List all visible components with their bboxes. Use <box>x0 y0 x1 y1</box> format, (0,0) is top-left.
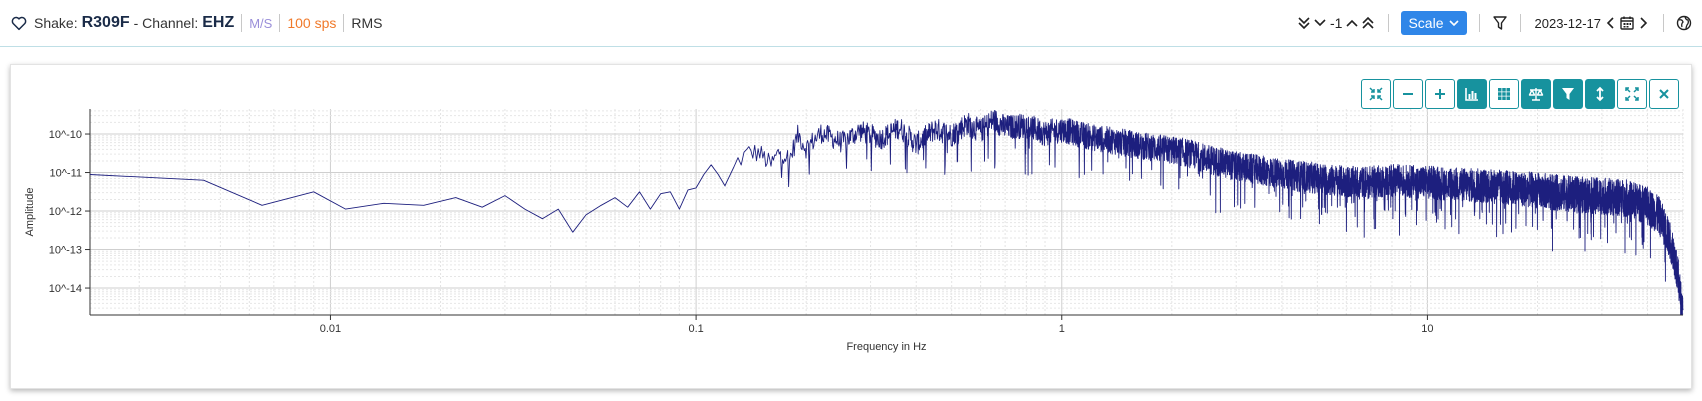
calendar-icon[interactable] <box>1619 15 1635 31</box>
divider <box>1388 14 1390 32</box>
vertical-arrows-icon <box>1596 86 1604 102</box>
spectrum-line <box>89 109 1684 315</box>
scale-label: Scale <box>1408 15 1444 31</box>
collapse-icon <box>1369 87 1383 101</box>
station-info: Shake: R309F - Channel: EHZ M/S 100 sps … <box>10 14 383 32</box>
top-bar: Shake: R309F - Channel: EHZ M/S 100 sps … <box>0 0 1702 47</box>
chevron-left-icon[interactable] <box>1603 15 1619 31</box>
chart-grid <box>90 109 1684 316</box>
x-tick-label: 1 <box>1059 323 1065 335</box>
chevron-down-icon[interactable] <box>1312 15 1328 31</box>
double-chevron-up-icon[interactable] <box>1360 15 1376 31</box>
y-tick-label: 10^-14 <box>49 283 82 295</box>
divider <box>279 14 281 32</box>
balance-icon <box>1528 88 1544 101</box>
chart-axes <box>85 109 1683 320</box>
y-tick-label: 10^-12 <box>49 206 82 218</box>
chevron-down-icon <box>1448 20 1459 27</box>
spectrum-chart[interactable]: 0.01 0.1 1 10 10^-10 10^-11 10^-12 10^-13 10^-14… <box>11 65 1693 390</box>
grid-icon <box>1498 88 1510 100</box>
grid-button[interactable] <box>1489 79 1519 109</box>
shake-label: Shake: <box>34 15 78 31</box>
y-tick-label: 10^-10 <box>49 129 82 141</box>
expand-button[interactable] <box>1617 79 1647 109</box>
divider <box>241 14 243 32</box>
vertical-scale-button[interactable] <box>1585 79 1615 109</box>
balance-button[interactable] <box>1521 79 1551 109</box>
collapse-button[interactable] <box>1361 79 1391 109</box>
filter-button[interactable] <box>1553 79 1583 109</box>
zoom-out-button[interactable] <box>1393 79 1423 109</box>
spectrum-chart-icon <box>1465 88 1478 101</box>
scale-dropdown-button[interactable]: Scale <box>1401 11 1467 35</box>
zoom-in-button[interactable] <box>1425 79 1455 109</box>
divider <box>1478 14 1480 32</box>
globe-icon[interactable] <box>1676 15 1692 31</box>
filter-icon[interactable] <box>1492 15 1508 31</box>
favorite-heart-icon[interactable] <box>10 14 28 32</box>
double-chevron-down-icon[interactable] <box>1296 15 1312 31</box>
chart-controls: -1 Scale 2023-12-17 <box>1296 11 1692 35</box>
chevron-up-icon[interactable] <box>1344 15 1360 31</box>
chart-labels: 0.01 0.1 1 10 10^-10 10^-11 10^-12 10^-13 10^-14… <box>24 129 1434 353</box>
expand-icon <box>1625 87 1639 101</box>
zoom-in-icon <box>1435 89 1445 99</box>
station-code[interactable]: R309F <box>81 14 130 31</box>
x-axis-title: Frequency in Hz <box>846 341 926 353</box>
x-tick-label: 0.01 <box>320 323 341 335</box>
y-axis-title: Amplitude <box>24 188 36 237</box>
y-tick-label: 10^-13 <box>49 245 82 257</box>
zoom-out-icon <box>1403 93 1413 95</box>
offset-value: -1 <box>1330 15 1343 31</box>
sample-rate[interactable]: 100 sps <box>287 15 337 31</box>
channel-label: - Channel: <box>133 15 199 31</box>
y-tick-label: 10^-11 <box>50 168 82 180</box>
chevron-right-icon[interactable] <box>1635 15 1651 31</box>
channel-code[interactable]: EHZ <box>202 14 235 31</box>
spectrum-panel: 0.01 0.1 1 10 10^-10 10^-11 10^-12 10^-13 10^-14… <box>10 64 1692 389</box>
spectrum-view-button[interactable] <box>1457 79 1487 109</box>
chart-toolbar <box>1361 79 1679 109</box>
filter-icon <box>1562 88 1574 100</box>
divider <box>1519 14 1521 32</box>
mode-label[interactable]: RMS <box>351 15 383 31</box>
chart-series <box>89 109 1684 315</box>
date-label[interactable]: 2023-12-17 <box>1534 15 1602 31</box>
close-button[interactable] <box>1649 79 1679 109</box>
divider <box>343 14 345 32</box>
units-badge[interactable]: M/S <box>249 15 273 31</box>
divider <box>1663 14 1664 32</box>
close-icon <box>1659 89 1669 99</box>
x-tick-label: 10 <box>1421 323 1433 335</box>
x-tick-label: 0.1 <box>688 323 703 335</box>
